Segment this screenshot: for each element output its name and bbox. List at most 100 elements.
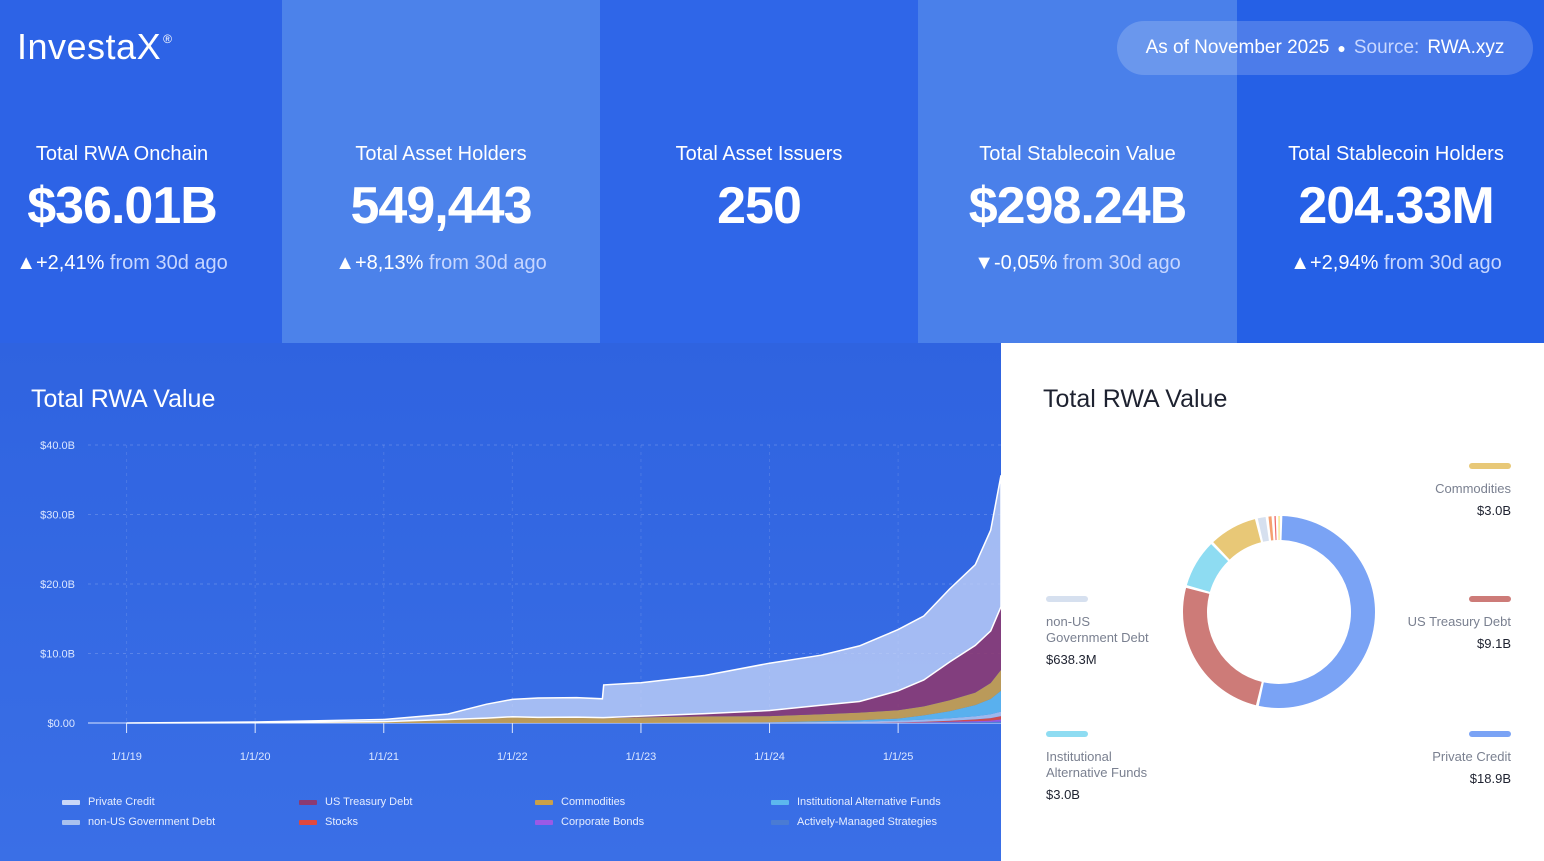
legend-item-private-credit[interactable]: Private Credit [62, 796, 155, 808]
legend-label: Private Credit [88, 796, 155, 808]
area-chart-panel: Total RWA Value $0.00 $10.0B $20.0B $30.0B $… [0, 343, 1001, 861]
donut-label-value: $638.3M [1046, 652, 1097, 667]
legend-item-non-us-government-debt[interactable]: non-US Government Debt [62, 816, 215, 828]
source-value: RWA.xyz [1427, 37, 1505, 58]
stat-column-4 [918, 0, 1237, 343]
donut-label-us-treasury-debt: US Treasury Debt $9.1B [1408, 596, 1511, 652]
x-tick-label: 1/1/20 [240, 751, 271, 763]
legend-item-institutional-alternative-funds[interactable]: Institutional Alternative Funds [771, 796, 941, 808]
donut-slice-private-credit [1258, 516, 1375, 708]
down-arrow-icon: ▼ [974, 252, 994, 274]
donut-slice-non-us-government-debt [1257, 516, 1269, 542]
donut-label-non-us-government-debt: non-US Government Debt $638.3M [1046, 596, 1149, 668]
stat-column-3 [600, 0, 918, 343]
stat-value: 250 [717, 177, 802, 235]
donut-label-swatch [1046, 596, 1088, 602]
donut-slice-institutional-alternative-funds [1186, 544, 1229, 592]
donut-label-name-line1: Institutional [1046, 749, 1112, 764]
donut-label-swatch [1469, 596, 1511, 602]
area-series-non-us-government-debt [126, 711, 1001, 723]
y-tick-label: $0.00 [47, 718, 75, 730]
legend-label: Commodities [561, 796, 626, 808]
donut-slice-us-treasury-debt [1183, 587, 1262, 706]
legend-item-actively-managed-strategies[interactable]: Actively-Managed Strategies [771, 816, 937, 828]
legend-label: Corporate Bonds [561, 816, 645, 828]
donut-chart [1183, 516, 1375, 708]
x-tick-label: 1/1/22 [497, 751, 528, 763]
y-tick-label: $10.0B [40, 649, 75, 661]
stat-total-stablecoin-value: Total Stablecoin Value $298.24B ▼-0,05% … [918, 0, 1237, 343]
legend-label: Stocks [325, 816, 359, 828]
x-tick-label: 1/1/24 [754, 751, 785, 763]
separator-dot: ● [1337, 40, 1346, 56]
donut-label-name-line1: non-US [1046, 614, 1091, 629]
x-tick-label: 1/1/23 [626, 751, 657, 763]
donut-label-name: Private Credit [1432, 749, 1511, 764]
stat-total-stablecoin-holders: Total Stablecoin Holders 204.33M ▲+2,94%… [1237, 0, 1544, 343]
legend-item-stocks[interactable]: Stocks [299, 816, 358, 828]
y-tick-label: $30.0B [40, 510, 75, 522]
legend-swatch [535, 819, 553, 825]
stat-value: $298.24B [968, 177, 1188, 235]
area-series-corporate-bonds [126, 719, 1001, 723]
brand-logo: InvestaX ® [17, 26, 172, 68]
stat-total-asset-holders: Total Asset Holders 549,443 ▲+8,13% from… [282, 0, 600, 343]
stat-change: ▼-0,05% from 30d ago [918, 252, 1237, 275]
brand-name: InvestaX [17, 26, 162, 67]
donut-chart-title: Total RWA Value [1043, 385, 1228, 413]
donut-label-name-line2: Government Debt [1046, 630, 1149, 645]
donut-slice-other-3 [1278, 516, 1280, 541]
legend-item-us-treasury-debt[interactable]: US Treasury Debt [299, 796, 412, 808]
area-chart: $0.00 $10.0B $20.0B $30.0B $40.0B 1/1/19 1/1/2… [40, 440, 1001, 763]
stats-band: InvestaX ® As of November 2025 ● Source: … [0, 0, 1544, 343]
stat-change-percent: +2,94% [1309, 252, 1379, 274]
y-tick-label: $40.0B [40, 440, 75, 452]
stat-change-suffix: from 30d ago [1378, 252, 1502, 274]
y-tick-label: $20.0B [40, 579, 75, 591]
stat-label: Total Asset Holders [355, 143, 527, 165]
stat-column-1 [0, 0, 282, 343]
donut-label-private-credit: Private Credit $18.9B [1432, 731, 1511, 787]
legend-swatch [299, 819, 317, 825]
legend-swatch [62, 819, 80, 825]
donut-label-value: $18.9B [1469, 771, 1511, 786]
legend-label: Actively-Managed Strategies [797, 816, 938, 828]
legend-swatch [62, 799, 80, 805]
stat-change-percent: +2,41% [35, 252, 105, 274]
legend-item-commodities[interactable]: Commodities [535, 796, 625, 808]
source-label: Source: [1353, 37, 1420, 58]
donut-label-commodities: Commodities $3.0B [1435, 463, 1511, 519]
area-series-private-credit [126, 475, 1001, 724]
donut-label-swatch [1469, 463, 1511, 469]
legend-label: US Treasury Debt [325, 796, 413, 808]
donut-label-value: $3.0B [1477, 503, 1511, 518]
donut-slice-other-2 [1274, 516, 1277, 541]
up-arrow-icon: ▲ [1290, 252, 1310, 274]
stat-value: 549,443 [350, 177, 533, 235]
donut-label-institutional-alternative-funds: Institutional Alternative Funds $3.0B [1046, 731, 1147, 803]
stat-label: Total Stablecoin Holders [1288, 143, 1504, 165]
donut-label-name: Commodities [1435, 481, 1511, 496]
donut-slice-other-1 [1268, 516, 1274, 541]
donut-label-name: US Treasury Debt [1407, 614, 1511, 629]
stat-label: Total Asset Issuers [675, 143, 843, 165]
stat-change-suffix: from 30d ago [423, 252, 547, 274]
stat-total-rwa-onchain: Total RWA Onchain $36.01B ▲+2,41% from 3… [0, 0, 244, 343]
stat-change-suffix: from 30d ago [104, 252, 228, 274]
stat-change: ▲+2,41% from 30d ago [0, 252, 244, 275]
stat-label: Total RWA Onchain [35, 143, 209, 165]
stat-change-percent: -0,05% [994, 252, 1058, 274]
donut-label-value: $9.1B [1477, 636, 1511, 651]
area-series-stocks [126, 716, 1001, 723]
stat-change-suffix: from 30d ago [1057, 252, 1181, 274]
area-chart-title: Total RWA Value [31, 385, 216, 413]
legend-item-corporate-bonds[interactable]: Corporate Bonds [535, 816, 644, 828]
legend-label: non-US Government Debt [88, 816, 216, 828]
stat-column-2 [282, 0, 600, 343]
donut-label-swatch [1046, 731, 1088, 737]
x-tick-label: 1/1/25 [883, 751, 914, 763]
as-of-source-pill: As of November 2025 ● Source: RWA.xyz [1117, 21, 1533, 75]
stat-change: ▲+2,94% from 30d ago [1237, 252, 1544, 275]
stat-total-asset-issuers: Total Asset Issuers 250 [600, 0, 918, 343]
donut-label-name-line2: Alternative Funds [1046, 765, 1148, 780]
